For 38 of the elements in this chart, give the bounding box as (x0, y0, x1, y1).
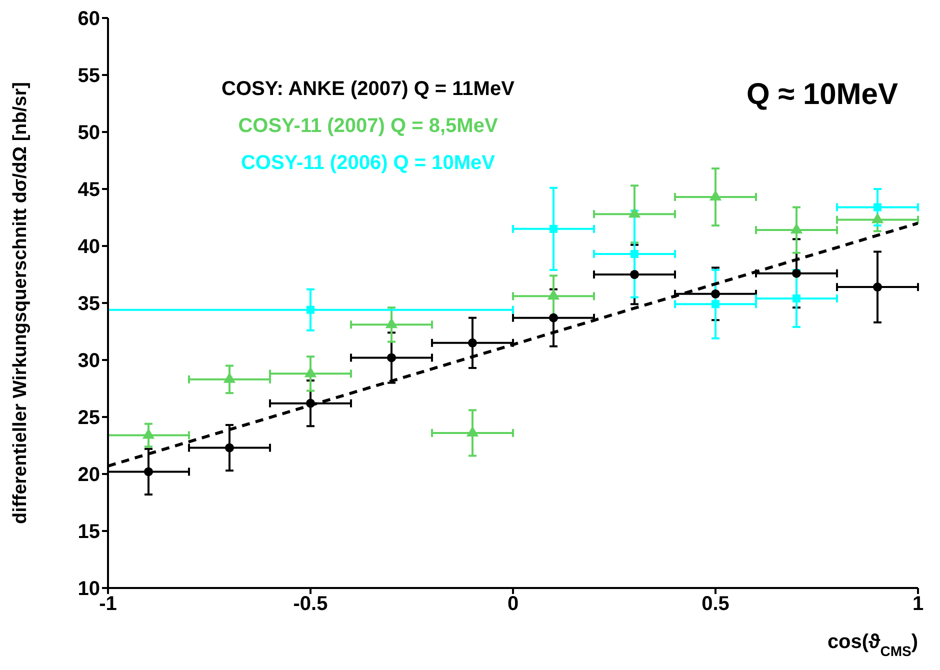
x-tick-label: 0.5 (702, 593, 730, 616)
point (712, 300, 720, 308)
x-tick-label: -0.5 (293, 593, 328, 616)
point (144, 467, 154, 476)
point (306, 306, 314, 314)
y-tick-label: 50 (78, 122, 100, 144)
y-axis-title: differentieller Wirkungsquerschnitt dσ/dΩ [nb/sr] (10, 82, 31, 524)
point (224, 443, 234, 452)
y-tick-label: 30 (78, 350, 100, 372)
y-tick-label: 15 (78, 521, 100, 544)
text: COSY-11 (2007) Q = 8,5MeV (237, 115, 499, 138)
y-tick-label: 60 (78, 8, 100, 30)
point (630, 270, 640, 280)
y-tick-label: 10 (78, 578, 100, 600)
text: COSY-11 (2006) Q = 10MeV (240, 152, 496, 175)
point (710, 289, 720, 298)
annotation: Q ≈ 10MeV (746, 78, 898, 112)
x-tick-label: 1 (912, 593, 924, 616)
point (790, 223, 803, 234)
point (874, 203, 882, 212)
y-tick-label: 40 (78, 236, 100, 258)
y-tick-label: 20 (78, 464, 100, 486)
y-tick-label: 25 (78, 407, 100, 430)
point (792, 294, 800, 302)
y-tick-label: 55 (78, 65, 100, 88)
point (630, 250, 638, 258)
point (871, 212, 884, 224)
text: COSY: ANKE (2007) Q = 11MeV (220, 78, 516, 101)
point (386, 353, 396, 362)
x-tick-label: 0 (507, 593, 519, 616)
point (872, 282, 882, 292)
point (550, 224, 558, 233)
x-axis-title: cos(ϑ$_{CMS}$) (827, 631, 918, 659)
point (628, 207, 641, 218)
y-tick-label: 35 (78, 293, 100, 316)
y-tick-label: 45 (78, 179, 100, 202)
point (468, 338, 478, 348)
x-tick-label: -1 (99, 593, 117, 616)
